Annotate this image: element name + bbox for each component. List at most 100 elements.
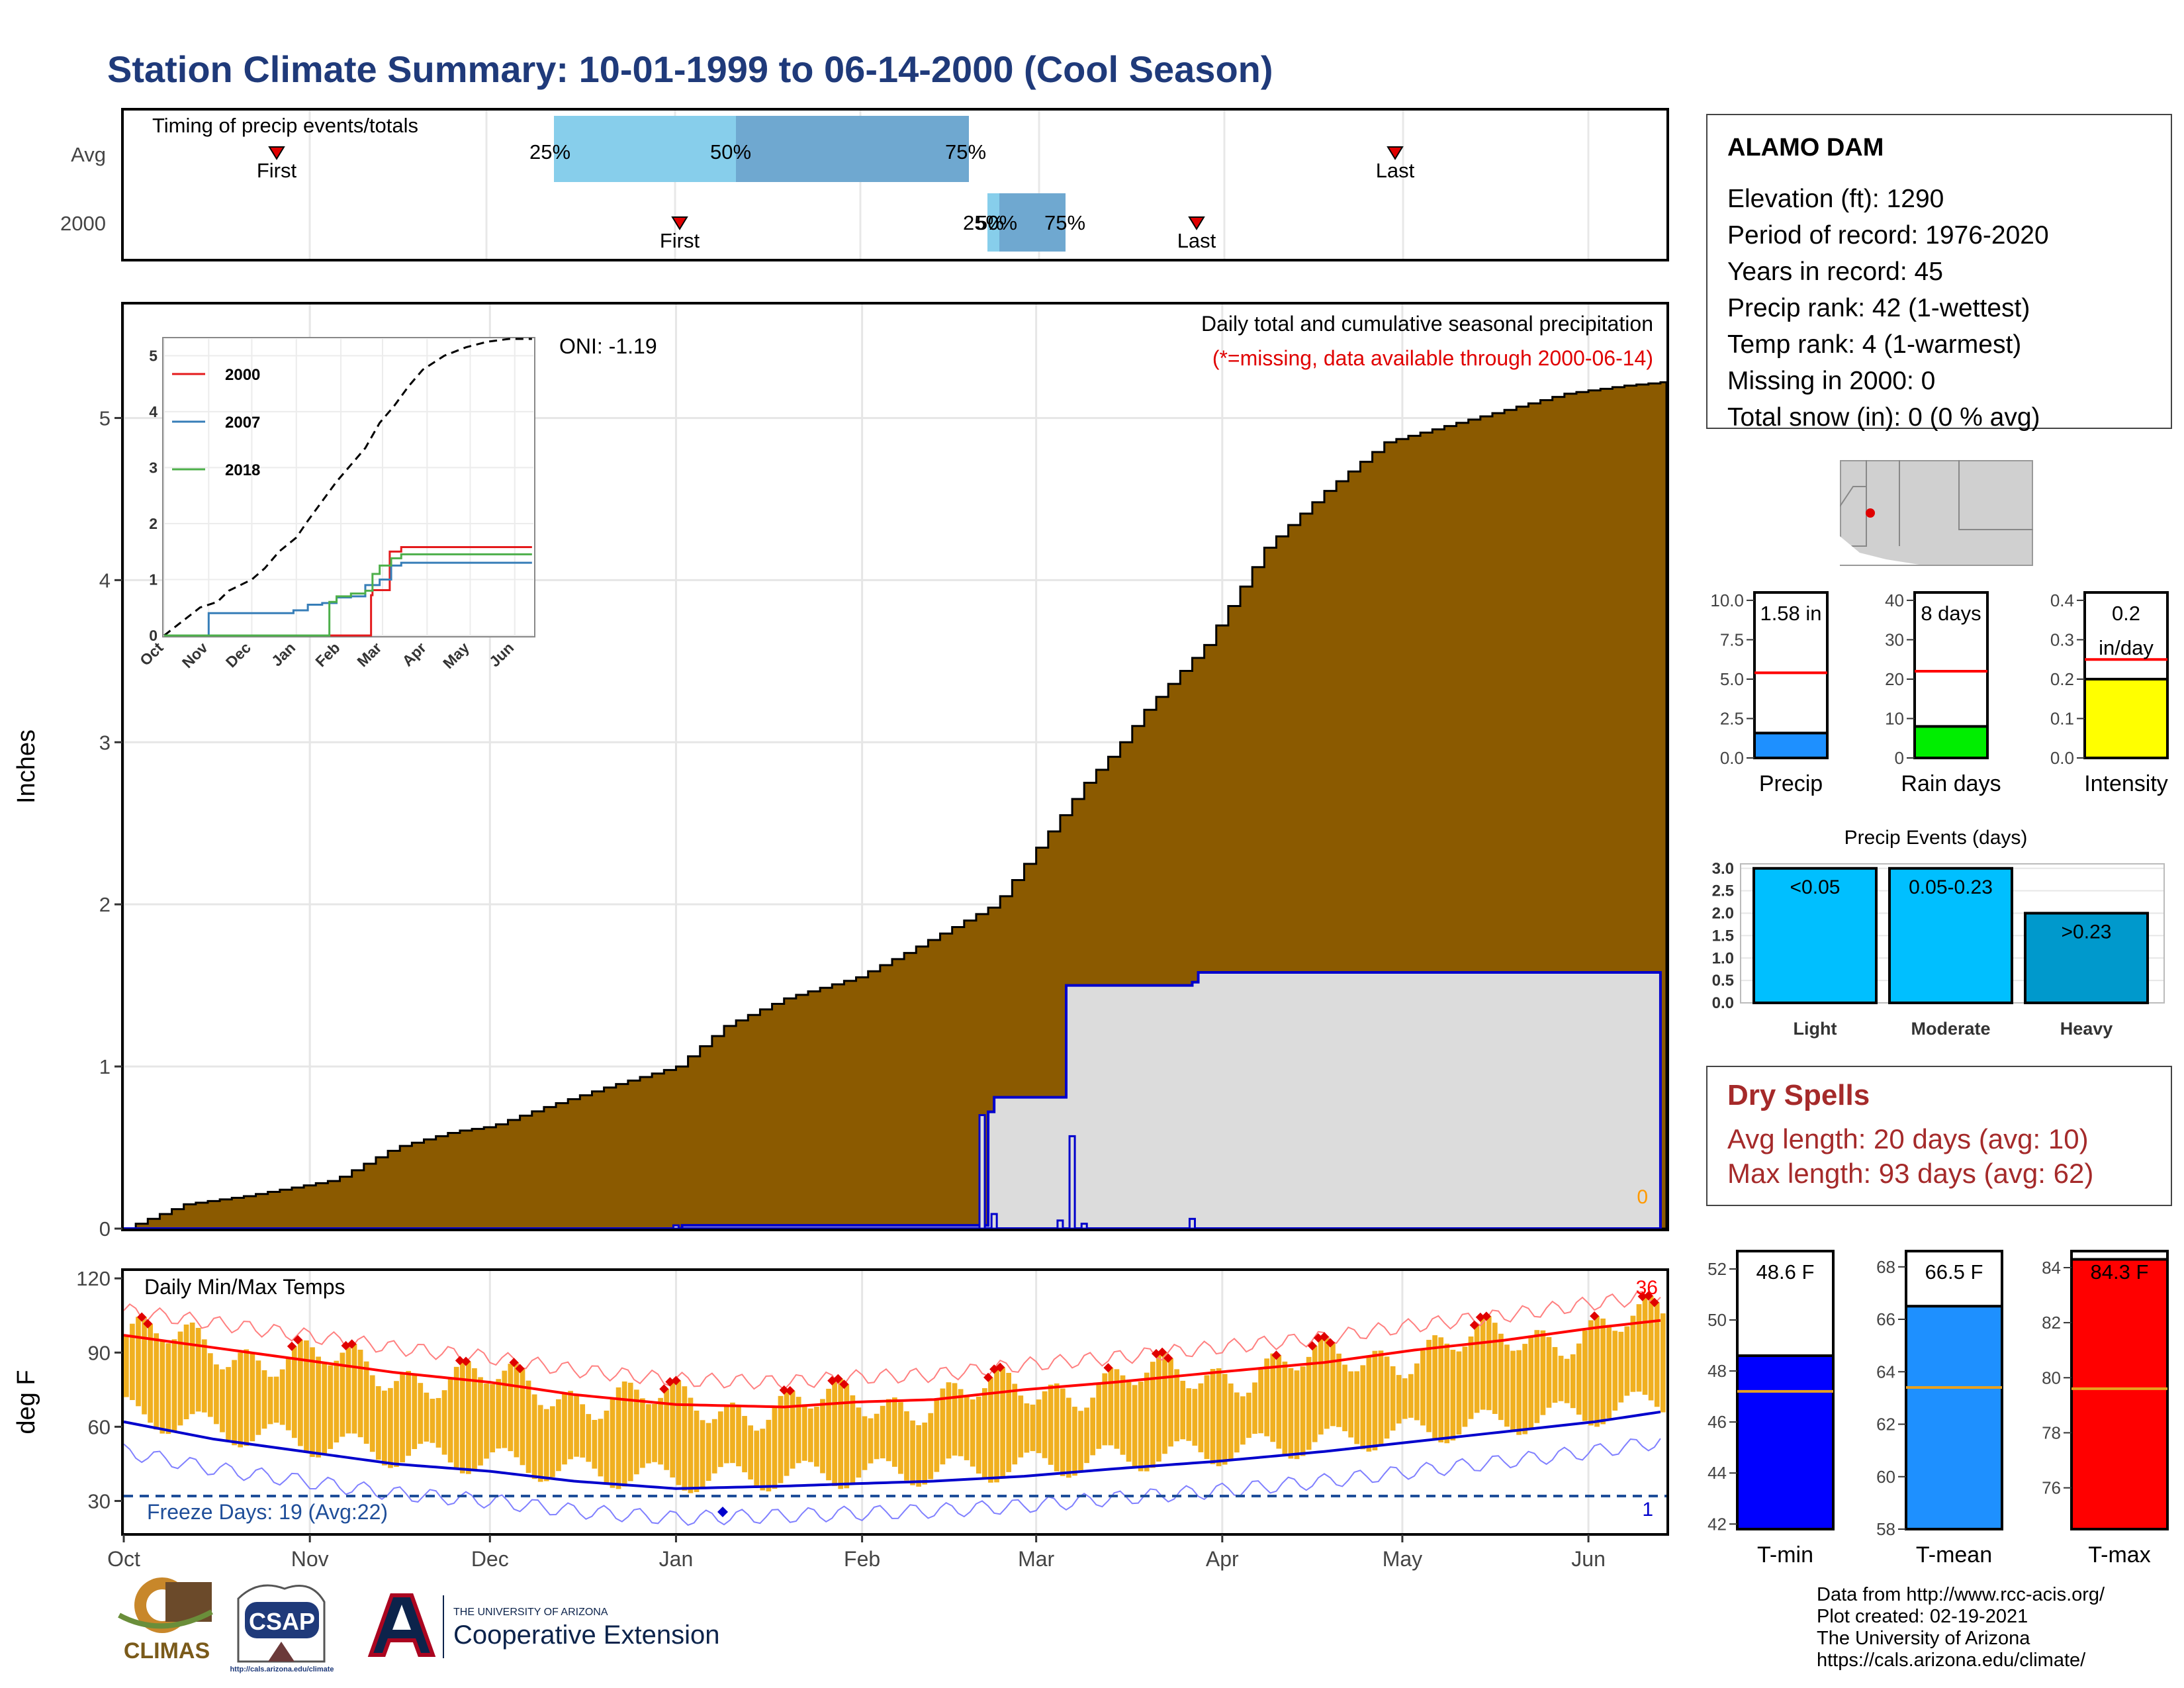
temp-day-bar bbox=[279, 1369, 285, 1425]
temp-day-bar bbox=[1048, 1384, 1054, 1465]
mini-tmean-label: T-mean bbox=[1916, 1542, 1992, 1568]
events-bar bbox=[2024, 912, 2149, 1004]
temp-day-bar bbox=[1330, 1342, 1336, 1427]
mini-tmean-ytick-label: 64 bbox=[1876, 1362, 1895, 1382]
temp-day-bar bbox=[952, 1383, 958, 1456]
temp-day-bar bbox=[1366, 1356, 1372, 1452]
temp-day-bar bbox=[976, 1396, 981, 1474]
temp-day-bar bbox=[1576, 1343, 1582, 1415]
temp-day-bar bbox=[711, 1419, 717, 1474]
temp-day-bar bbox=[1294, 1370, 1300, 1460]
temp-day-bar bbox=[598, 1419, 604, 1477]
map-borders bbox=[1840, 460, 2033, 547]
temp-day-bar bbox=[244, 1349, 250, 1446]
temp-day-bar bbox=[1516, 1350, 1522, 1435]
temp-day-bar bbox=[1108, 1368, 1114, 1446]
temp-day-bar bbox=[316, 1356, 321, 1458]
events-ytick-label: 1.5 bbox=[1712, 927, 1734, 945]
temp-day-bar bbox=[910, 1420, 915, 1485]
temp-day-bar bbox=[1540, 1330, 1546, 1415]
svg-text:CSAP: CSAP bbox=[249, 1608, 315, 1635]
station-period: Period of record: 1976-2020 bbox=[1727, 221, 2049, 250]
temp-day-bar bbox=[207, 1353, 213, 1417]
csap-logo: CSAP http://cals.arizona.edu/climate bbox=[230, 1584, 334, 1673]
svg-text:THE UNIVERSITY OF ARIZONA: THE UNIVERSITY OF ARIZONA bbox=[453, 1607, 608, 1618]
temp-day-bar bbox=[1270, 1353, 1276, 1442]
inset-line-2000 bbox=[164, 545, 532, 637]
precip-frame bbox=[121, 302, 1669, 1231]
temp-day-bar bbox=[459, 1360, 465, 1474]
temp-day-bar bbox=[664, 1389, 670, 1470]
month-label: Feb bbox=[844, 1547, 880, 1571]
map-mexico bbox=[1840, 536, 1919, 565]
temp-day-bar bbox=[891, 1397, 897, 1467]
credit-line-3: The University of Arizona bbox=[1817, 1628, 2030, 1649]
temp-day-bar bbox=[1522, 1344, 1528, 1434]
avg-last-marker bbox=[1387, 146, 1404, 160]
credit-line-2: Plot created: 02-19-2021 bbox=[1817, 1606, 2028, 1627]
mini-raindays-ytick-label: 10 bbox=[1885, 708, 1904, 728]
record-high-marker bbox=[347, 1339, 357, 1349]
y2000-first-marker bbox=[671, 216, 688, 230]
temp-day-bar bbox=[676, 1380, 682, 1485]
temp-day-bar bbox=[820, 1399, 825, 1474]
svg-text:http://cals.arizona.edu/climat: http://cals.arizona.edu/climate bbox=[230, 1665, 334, 1673]
temp-day-bar bbox=[1000, 1367, 1005, 1479]
temp-day-bar bbox=[652, 1403, 657, 1462]
temp-day-bar bbox=[1186, 1388, 1192, 1441]
temp-day-bar bbox=[177, 1331, 183, 1426]
temp-day-bar bbox=[1138, 1382, 1144, 1472]
timing-label: Timing of precip events/totals bbox=[152, 114, 418, 137]
temp-day-bar bbox=[826, 1388, 831, 1481]
temp-day-bar bbox=[465, 1361, 471, 1474]
mini-intensity-value: 0.2 bbox=[2112, 602, 2140, 625]
temp-ylabel: deg F bbox=[13, 1370, 40, 1434]
temp-day-bar bbox=[1024, 1403, 1030, 1453]
temp-day-bar bbox=[1612, 1331, 1618, 1411]
events-bar bbox=[1888, 867, 2013, 1004]
mini-tmean: 58 60 62 64 66 68 66.5 F T-mean bbox=[1876, 1250, 2003, 1568]
temp-day-bar bbox=[610, 1398, 615, 1488]
temp-day-bar bbox=[1150, 1362, 1156, 1468]
mini-intensity-ytick-label: 0.1 bbox=[2050, 708, 2074, 728]
temp-day-bar bbox=[1474, 1325, 1480, 1413]
month-label: Jan bbox=[659, 1547, 694, 1571]
temp-day-bar bbox=[717, 1411, 723, 1468]
temp-day-bar bbox=[958, 1389, 964, 1456]
temp-day-bar bbox=[267, 1376, 273, 1425]
temp-day-bar bbox=[562, 1393, 567, 1465]
temp-day-bar bbox=[1432, 1335, 1437, 1438]
temp-chart: 30 60 90 120 Oct Nov Dec Jan Feb Mar Apr May Jun Da… bbox=[13, 1267, 1669, 1571]
mini-tmax-ytick-label: 80 bbox=[2042, 1368, 2061, 1387]
temp-day-bar bbox=[1168, 1358, 1173, 1447]
mini-tmin-value: 48.6 F bbox=[1756, 1260, 1815, 1284]
temp-day-bar bbox=[856, 1407, 862, 1478]
temp-day-bar bbox=[232, 1360, 237, 1446]
temp-day-bar bbox=[772, 1407, 778, 1489]
temp-day-bar bbox=[814, 1407, 819, 1467]
mini-intensity-bar bbox=[2083, 677, 2169, 760]
inset-legend-2007: 2007 bbox=[225, 414, 260, 432]
temp-day-bar bbox=[453, 1366, 459, 1470]
temp-day-bar bbox=[165, 1343, 171, 1434]
events-bar-label: >0.23 bbox=[2062, 921, 2112, 943]
temp-day-bar bbox=[1198, 1383, 1204, 1452]
avg-first-marker bbox=[268, 146, 285, 160]
mini-intensity-ytick-label: 0.2 bbox=[2050, 669, 2074, 689]
ua-logo: THE UNIVERSITY OF ARIZONA Cooperative Ex… bbox=[367, 1593, 719, 1658]
temp-day-bar bbox=[640, 1398, 645, 1468]
precip-header: Daily total and cumulative seasonal prec… bbox=[1201, 312, 1653, 336]
temp-day-bar bbox=[1402, 1378, 1408, 1419]
temp-day-bar bbox=[688, 1397, 694, 1493]
y2000-p25: 25% bbox=[963, 211, 1004, 234]
mini-raindays-ytick-label: 40 bbox=[1885, 590, 1904, 610]
mini-raindays: 0 10 20 30 40 8 days Rain days bbox=[1885, 590, 2001, 796]
temp-day-bar bbox=[886, 1399, 891, 1462]
mini-tmin-ytick-label: 48 bbox=[1707, 1361, 1727, 1381]
temp-day-bar bbox=[1222, 1374, 1228, 1465]
inset-ytick-label: 1 bbox=[149, 571, 158, 588]
temp-day-bar bbox=[705, 1423, 711, 1481]
temp-day-bar bbox=[736, 1407, 741, 1467]
mini-intensity: 0.0 0.1 0.2 0.3 0.4 0.2 in/day Intensity bbox=[2050, 590, 2169, 796]
temp-day-bar bbox=[807, 1408, 813, 1462]
